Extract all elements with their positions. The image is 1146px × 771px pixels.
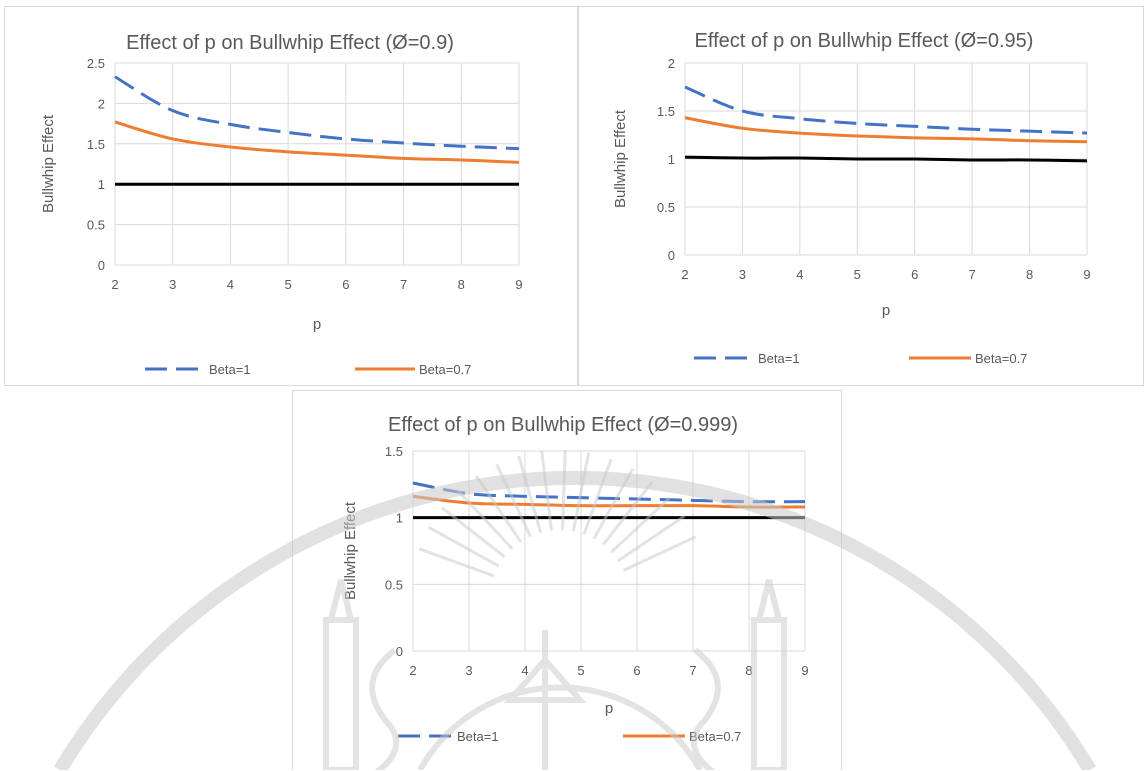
y-tick-label: 0.5 — [385, 577, 403, 592]
y-tick-label: 1 — [98, 177, 105, 192]
x-tick-label: 6 — [633, 663, 640, 678]
x-axis-label: p — [313, 316, 321, 333]
chart-title: Effect of p on Bullwhip Effect (Ø=0.9) — [126, 32, 454, 54]
legend-label: Beta=0.7 — [419, 362, 471, 377]
x-tick-label: 4 — [521, 663, 528, 678]
series-line — [684, 85, 1088, 135]
x-tick-label: 7 — [400, 277, 407, 292]
x-tick-label: 7 — [689, 663, 696, 678]
x-tick-label: 2 — [111, 277, 118, 292]
y-axis-label: Bullwhip Effect — [40, 114, 57, 213]
y-tick-label: 1 — [396, 511, 403, 526]
chart-panel-1: Effect of p on Bullwhip Effect (Ø=0.9) 0 0… — [4, 6, 578, 386]
x-tick-label: 7 — [969, 267, 976, 282]
y-tick-label: 1.5 — [385, 444, 403, 459]
x-tick-label: 5 — [285, 277, 292, 292]
x-tick-label: 5 — [577, 663, 584, 678]
x-tick-label: 9 — [1083, 267, 1090, 282]
series-line — [412, 481, 806, 504]
baseline-series-line — [684, 155, 1088, 163]
chart-panel-2: Effect of p on Bullwhip Effect (Ø=0.95) 0… — [578, 6, 1144, 386]
y-tick-label: 2.5 — [87, 56, 105, 71]
x-tick-label: 9 — [801, 663, 808, 678]
x-axis-label: p — [605, 700, 613, 717]
x-tick-label: 6 — [342, 277, 349, 292]
x-tick-label: 3 — [169, 277, 176, 292]
x-tick-label: 4 — [796, 267, 803, 282]
legend-label: Beta=1 — [457, 729, 499, 744]
legend-label: Beta=1 — [209, 362, 251, 377]
legend-label: Beta=0.7 — [975, 351, 1027, 366]
x-tick-label: 8 — [458, 277, 465, 292]
chart-panel-3: Effect of p on Bullwhip Effect (Ø=0.999)… — [292, 390, 842, 770]
x-axis-label: p — [882, 302, 890, 319]
y-tick-label: 0 — [396, 644, 403, 659]
x-tick-label: 8 — [1026, 267, 1033, 282]
x-tick-label: 9 — [515, 277, 522, 292]
x-tick-label: 3 — [739, 267, 746, 282]
y-tick-label: 1.5 — [657, 104, 675, 119]
y-tick-label: 0.5 — [87, 218, 105, 233]
y-axis-label: Bullwhip Effect — [342, 501, 359, 600]
y-tick-label: 2 — [98, 96, 105, 111]
series-line — [684, 116, 1088, 144]
x-tick-label: 3 — [465, 663, 472, 678]
chart-title: Effect of p on Bullwhip Effect (Ø=0.95) — [695, 30, 1034, 52]
x-tick-label: 8 — [745, 663, 752, 678]
series-line — [114, 120, 520, 164]
y-tick-label: 0 — [668, 248, 675, 263]
x-tick-label: 2 — [681, 267, 688, 282]
y-tick-label: 0.5 — [657, 200, 675, 215]
x-tick-label: 4 — [227, 277, 234, 292]
y-tick-label: 2 — [668, 56, 675, 71]
y-tick-label: 1 — [668, 152, 675, 167]
chart-svg-3: Effect of p on Bullwhip Effect (Ø=0.999)… — [342, 414, 809, 744]
chart-svg-2: Effect of p on Bullwhip Effect (Ø=0.95) 0… — [612, 30, 1091, 366]
chart-svg-1: Effect of p on Bullwhip Effect (Ø=0.9) 0 0… — [40, 32, 523, 377]
x-tick-label: 6 — [911, 267, 918, 282]
y-axis-label: Bullwhip Effect — [612, 109, 629, 208]
y-tick-label: 1.5 — [87, 137, 105, 152]
series-line — [114, 75, 520, 151]
legend-label: Beta=0.7 — [689, 729, 741, 744]
y-tick-label: 0 — [98, 258, 105, 273]
legend-label: Beta=1 — [758, 351, 800, 366]
x-tick-label: 5 — [854, 267, 861, 282]
chart-title: Effect of p on Bullwhip Effect (Ø=0.999) — [388, 414, 738, 436]
x-tick-label: 2 — [409, 663, 416, 678]
